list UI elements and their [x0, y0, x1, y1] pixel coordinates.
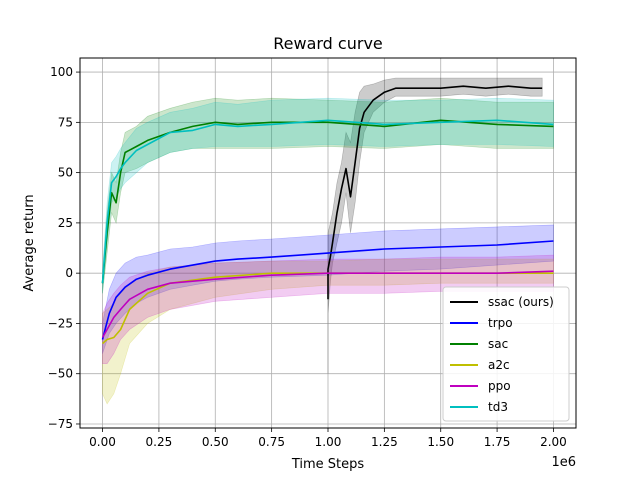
- y-tick-label: 50: [58, 166, 73, 180]
- y-tick-label: −50: [48, 367, 73, 381]
- x-tick-label: 0.75: [258, 435, 285, 449]
- x-tick-label: 1.25: [371, 435, 398, 449]
- sac-line: [101, 119, 554, 284]
- trpo-line: [101, 240, 554, 340]
- x-tick-label: 0.25: [146, 435, 173, 449]
- x-axis-offset-label: 1e6: [551, 455, 576, 470]
- legend-label-td3: td3: [488, 400, 508, 414]
- td3-line: [101, 119, 554, 284]
- ppo-line: [101, 270, 554, 338]
- legend-label-ppo: ppo: [488, 379, 511, 393]
- x-tick-label: 1.50: [427, 435, 454, 449]
- trpo-band: [102, 224, 554, 354]
- sac-band: [102, 97, 554, 294]
- y-tick-label: −75: [48, 417, 73, 431]
- y-axis-ticks: −75 −50 −25 0 25 50 75 100: [48, 65, 80, 431]
- x-tick-label: 0.00: [89, 435, 116, 449]
- series-lines: [101, 85, 554, 345]
- x-axis-label: Time Steps: [291, 457, 365, 472]
- y-tick-label: 0: [65, 266, 73, 280]
- legend-label-trpo: trpo: [488, 316, 513, 330]
- confidence-bands: [102, 77, 554, 405]
- legend-label-a2c: a2c: [488, 358, 510, 372]
- x-axis-ticks: 0.00 0.25 0.50 0.75 1.00 1.25 1.50 1.75 2.00: [89, 428, 567, 449]
- legend-frame: [442, 286, 570, 422]
- y-tick-label: 25: [58, 216, 73, 230]
- legend-label-sac: sac: [488, 337, 508, 351]
- y-tick-label: −25: [48, 316, 73, 330]
- ssac-line: [327, 85, 543, 300]
- x-tick-label: 2.00: [540, 435, 567, 449]
- chart-title: Reward curve: [273, 34, 383, 53]
- legend: ssac (ours) trpo sac a2c ppo td3: [442, 286, 570, 422]
- x-tick-label: 1.00: [315, 435, 342, 449]
- y-tick-label: 75: [58, 115, 73, 129]
- td3-band: [102, 97, 554, 294]
- ssac-band: [327, 77, 543, 374]
- y-tick-label: 100: [50, 65, 73, 79]
- y-axis-label: Average return: [22, 194, 37, 291]
- x-tick-label: 0.50: [202, 435, 229, 449]
- legend-label-ssac: ssac (ours): [488, 295, 554, 309]
- x-tick-label: 1.75: [484, 435, 511, 449]
